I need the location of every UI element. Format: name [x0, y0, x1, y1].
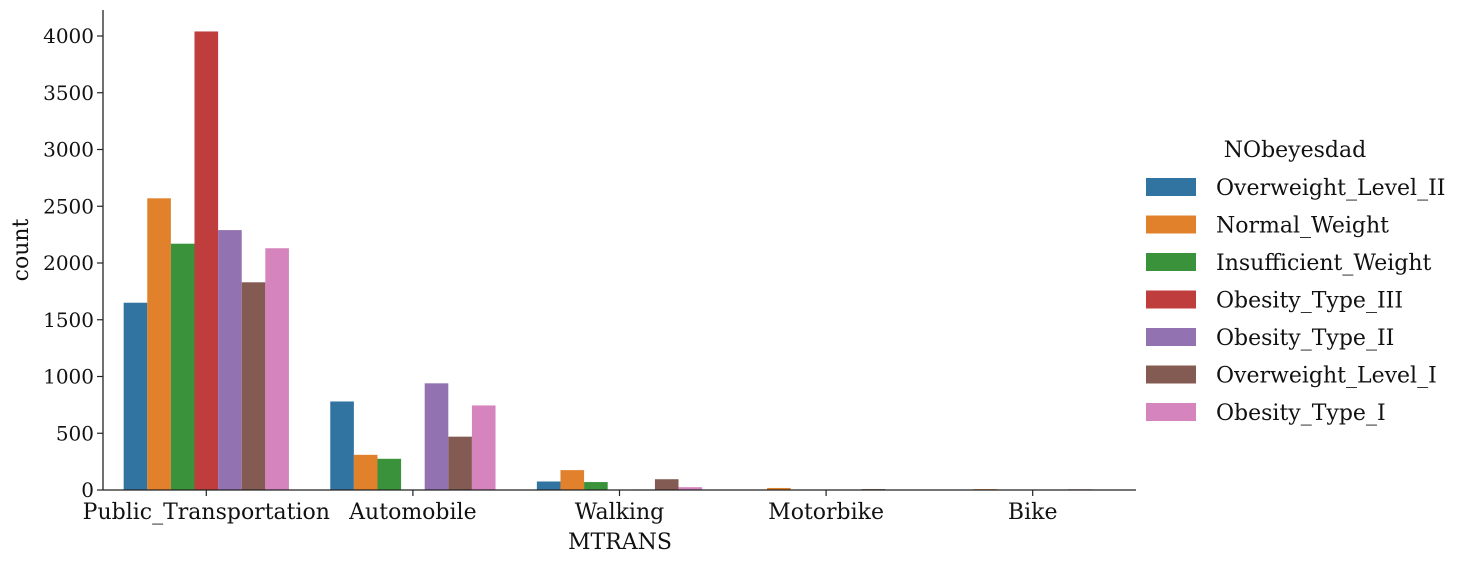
- y-tick-label: 0: [81, 478, 94, 502]
- legend-label: Overweight_Level_II: [1216, 176, 1445, 201]
- bar: [560, 470, 584, 490]
- legend-label: Obesity_Type_I: [1216, 401, 1386, 426]
- legend-swatch: [1146, 403, 1196, 421]
- legend-label: Normal_Weight: [1216, 214, 1389, 239]
- x-tick-label: Automobile: [348, 500, 476, 525]
- y-tick-label: 3500: [43, 81, 94, 105]
- bar: [124, 303, 148, 490]
- bar: [242, 282, 266, 490]
- x-axis-title: MTRANS: [568, 530, 672, 555]
- legend-swatch: [1146, 178, 1196, 196]
- legend-label: Obesity_Type_III: [1216, 289, 1403, 314]
- bar: [655, 479, 679, 490]
- bar: [194, 31, 218, 490]
- legend-label: Insufficient_Weight: [1216, 251, 1431, 276]
- y-tick-label: 4000: [43, 24, 94, 48]
- y-tick-label: 3000: [43, 138, 94, 162]
- legend-swatch: [1146, 216, 1196, 234]
- bar: [171, 244, 195, 490]
- x-tick-label: Motorbike: [768, 500, 884, 525]
- legend-swatch: [1146, 328, 1196, 346]
- bar: [330, 401, 354, 490]
- y-ticks: 0 500 1000 1500 2000 2500 3000 3500 4000: [43, 24, 103, 502]
- bar: [147, 198, 171, 490]
- bar: [425, 383, 449, 490]
- y-tick-label: 2000: [43, 251, 94, 275]
- y-tick-label: 500: [56, 421, 94, 445]
- y-tick-label: 1500: [43, 308, 94, 332]
- bar: [265, 248, 289, 490]
- y-tick-label: 1000: [43, 365, 94, 389]
- bar: [472, 405, 496, 490]
- legend-swatch: [1146, 253, 1196, 271]
- legend-label: Overweight_Level_I: [1216, 364, 1437, 389]
- bar: [354, 455, 378, 490]
- legend-label: Obesity_Type_II: [1216, 326, 1394, 351]
- legend-swatch: [1146, 366, 1196, 384]
- bar: [537, 481, 561, 490]
- bar: [584, 482, 608, 490]
- x-tick-label: Public_Transportation: [83, 500, 330, 525]
- x-tick-label: Walking: [575, 500, 664, 525]
- bar: [377, 459, 401, 490]
- y-axis-title: count: [9, 218, 34, 281]
- y-tick-label: 2500: [43, 194, 94, 218]
- legend-title: NObeyesdad: [1224, 138, 1366, 163]
- bar: [448, 437, 472, 490]
- legend: NObeyesdad Overweight_Level_II Normal_Wei…: [1146, 138, 1445, 426]
- bars-layer: [124, 31, 1116, 490]
- bar: [218, 230, 242, 490]
- x-tick-label: Bike: [1008, 500, 1058, 525]
- legend-swatch: [1146, 291, 1196, 309]
- x-ticks: Public_Transportation Automobile Walking Mo…: [83, 490, 1058, 525]
